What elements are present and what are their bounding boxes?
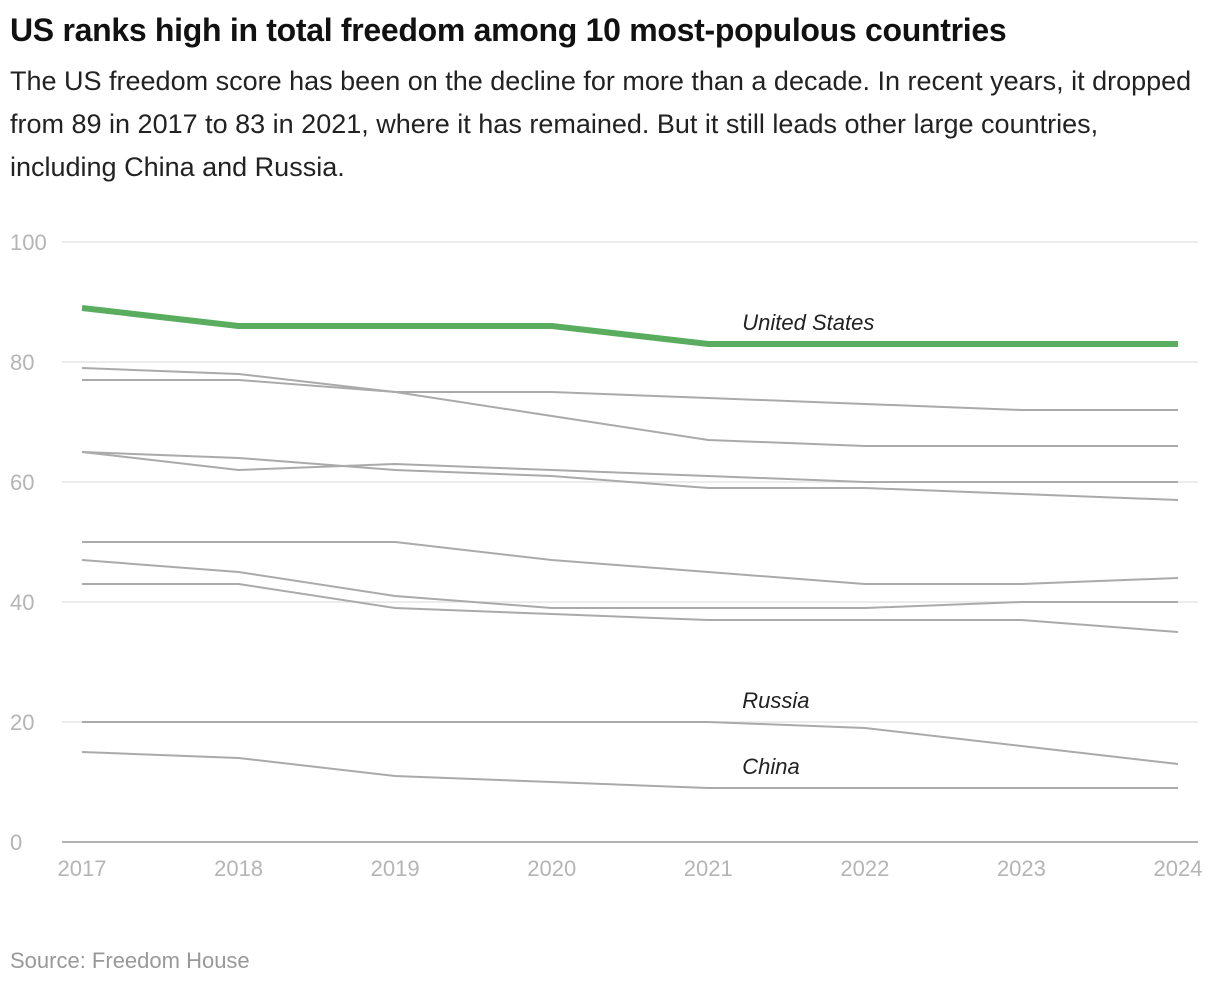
x-tick-label: 2017 <box>58 856 107 881</box>
y-tick-label: 80 <box>10 350 34 375</box>
x-tick-label: 2023 <box>997 856 1046 881</box>
series-label-russia: Russia <box>742 688 809 713</box>
series-line-china <box>81 751 1178 789</box>
series-line <box>82 583 1179 633</box>
series-label-china: China <box>742 754 799 779</box>
series-line <box>81 367 1178 447</box>
y-tick-label: 20 <box>10 710 34 735</box>
chart-subtitle: The US freedom score has been on the dec… <box>10 66 1192 182</box>
series-line <box>81 451 1179 501</box>
y-tick-label: 0 <box>10 830 22 855</box>
x-tick-label: 2018 <box>214 856 263 881</box>
x-tick-label: 2019 <box>371 856 420 881</box>
series-line-united-states <box>81 305 1178 347</box>
series-line <box>82 541 1179 585</box>
y-tick-label: 100 <box>10 230 47 255</box>
x-tick-label: 2021 <box>684 856 733 881</box>
series-label-united-states: United States <box>742 310 874 335</box>
x-tick-label: 2024 <box>1154 856 1203 881</box>
chart-title: US ranks high in total freedom among 10 … <box>10 12 1007 48</box>
y-tick-label: 40 <box>10 590 34 615</box>
series-line <box>81 559 1178 609</box>
y-tick-label: 60 <box>10 470 34 495</box>
series-line <box>81 451 1178 483</box>
series-line <box>82 379 1178 411</box>
series-line-russia <box>82 721 1179 765</box>
x-tick-label: 2022 <box>840 856 889 881</box>
x-tick-label: 2020 <box>527 856 576 881</box>
source-note: Source: Freedom House <box>10 948 250 973</box>
